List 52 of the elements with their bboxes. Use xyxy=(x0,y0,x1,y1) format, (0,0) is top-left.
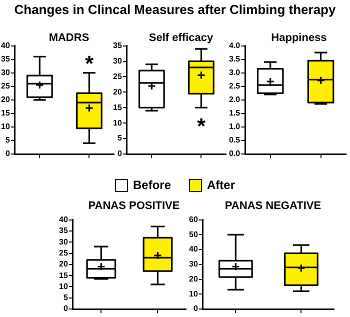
y-tick-label: 15 xyxy=(0,108,10,118)
y-tick-label: 10 xyxy=(188,289,198,298)
chart-title: Happiness xyxy=(271,32,327,44)
y-tick-label: 2.0 xyxy=(228,95,241,104)
y-tick-label: 15 xyxy=(112,102,122,112)
y-tick-label: 1.0 xyxy=(228,122,241,132)
y-tick-label: 35 xyxy=(58,226,68,236)
y-tick-label: 4.0 xyxy=(228,41,241,50)
annotation: * xyxy=(196,114,206,139)
y-tick-label: 3.5 xyxy=(228,54,241,64)
y-tick-label: 60 xyxy=(188,215,198,224)
y-tick-label: 5 xyxy=(117,134,122,143)
y-tick-label: 35 xyxy=(112,41,122,50)
y-tick-label: 3.0 xyxy=(228,68,241,78)
y-tick-label: 1.5 xyxy=(228,108,241,118)
y-tick-label: 5 xyxy=(5,136,10,145)
y-tick-label: 10 xyxy=(0,122,10,132)
y-tick-label: 50 xyxy=(188,230,198,239)
y-tick-label: 35 xyxy=(0,54,10,64)
y-tick-label: 40 xyxy=(58,215,68,224)
y-tick-label: 25 xyxy=(112,72,122,81)
y-tick-label: 25 xyxy=(0,82,10,91)
chart-title: MADRS xyxy=(48,32,90,44)
legend-label: After xyxy=(207,178,236,192)
y-tick-label: 20 xyxy=(58,260,68,269)
y-tick-label: 30 xyxy=(188,260,198,269)
annotation: * xyxy=(84,50,94,76)
y-tick-label: 10 xyxy=(112,118,122,128)
y-tick-label: 20 xyxy=(0,95,10,104)
y-tick-label: 10 xyxy=(58,282,68,291)
text: Changes in Clincal Measures after Climbing therapy xyxy=(13,2,337,17)
y-tick-label: 25 xyxy=(58,248,68,258)
y-tick-label: 15 xyxy=(58,270,68,280)
y-tick-label: 30 xyxy=(112,56,122,66)
y-tick-label: 0.0 xyxy=(228,149,241,158)
y-tick-label: 0 xyxy=(63,304,68,314)
y-tick-label: 2.5 xyxy=(228,82,241,91)
y-tick-label: 0.5 xyxy=(228,136,241,145)
y-tick-label: 0 xyxy=(117,149,122,158)
y-tick-label: 20 xyxy=(112,87,122,96)
y-tick-label: 5 xyxy=(63,293,68,302)
y-tick-label: 20 xyxy=(188,274,198,284)
chart-title: Self efficacy xyxy=(148,32,214,44)
y-tick-label: 0 xyxy=(193,304,198,314)
y-tick-label: 30 xyxy=(0,68,10,78)
chart-title: PANAS POSITIVE xyxy=(87,200,181,212)
chart-title: PANAS NEGATIVE xyxy=(224,200,322,212)
y-tick-label: 40 xyxy=(188,244,198,254)
y-tick-label: 30 xyxy=(58,237,68,246)
y-tick-label: 0 xyxy=(5,149,10,158)
legend-label: Before xyxy=(132,178,171,192)
y-tick-label: 40 xyxy=(0,41,10,50)
